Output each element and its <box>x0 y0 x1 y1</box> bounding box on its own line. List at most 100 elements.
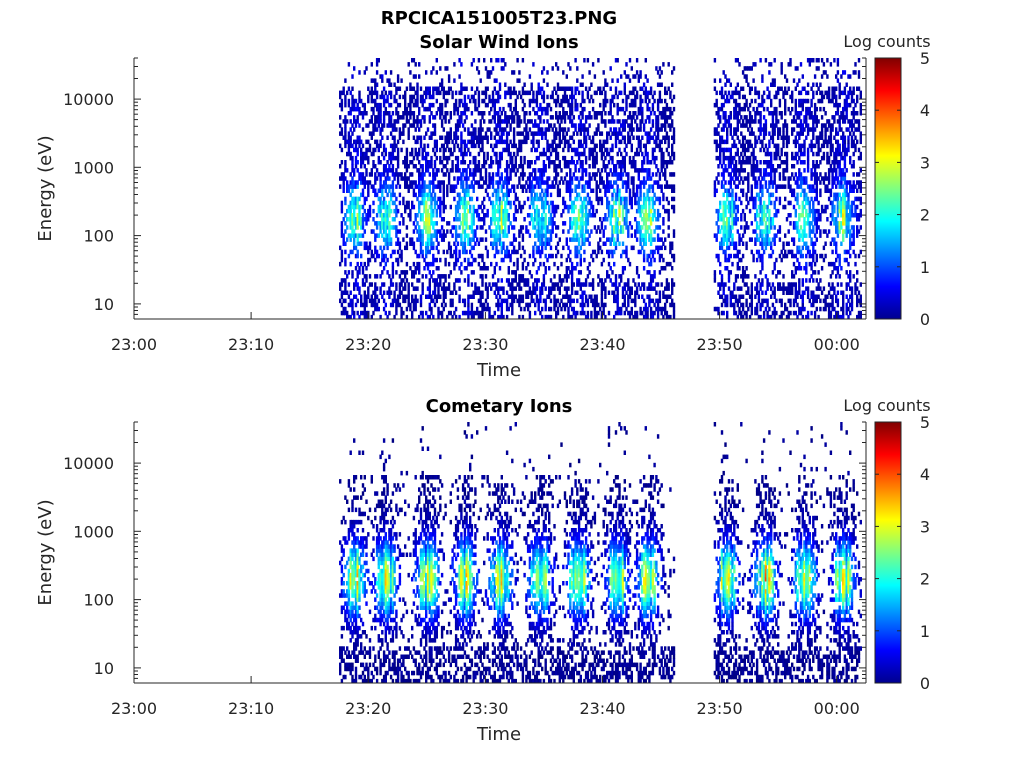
sw-heatmap-cell <box>539 229 542 234</box>
sw-heatmap-cell <box>664 208 667 214</box>
sw-heatmap-cell <box>477 180 481 185</box>
sw-heatmap-cell <box>600 302 604 308</box>
sw-heatmap-cell <box>379 225 382 230</box>
sw-heatmap-cell <box>476 196 479 202</box>
sw-heatmap-cell <box>386 98 389 104</box>
sw-heatmap-cell <box>451 298 454 304</box>
sw-heatmap-cell <box>463 188 467 193</box>
sw-heatmap-cell <box>412 302 416 308</box>
sw-heatmap-cell <box>493 188 496 193</box>
sw-heatmap-cell <box>512 135 516 140</box>
sw-heatmap-cell <box>620 74 623 79</box>
sw-heatmap-cell <box>505 217 509 222</box>
sw-heatmap-cell <box>404 286 407 291</box>
sw-heatmap-cell <box>426 217 430 222</box>
sw-heatmap-cell <box>532 249 535 255</box>
sw-heatmap-cell <box>388 294 391 299</box>
sw-heatmap-cell <box>637 172 640 177</box>
sw-heatmap-cell <box>717 172 720 177</box>
sw-heatmap-cell <box>539 310 542 316</box>
sw-heatmap-cell <box>479 290 482 295</box>
sw-heatmap-cell <box>528 253 532 259</box>
sw-heatmap-cell <box>479 139 482 145</box>
sw-heatmap-cell <box>470 221 474 226</box>
sw-heatmap-cell <box>419 135 423 140</box>
sw-heatmap-cell <box>356 200 359 206</box>
sw-heatmap-cell <box>395 204 398 210</box>
sw-heatmap-cell <box>421 94 424 100</box>
sw-heatmap-cell <box>405 119 409 124</box>
sw-heatmap-cell <box>346 274 349 279</box>
sw-heatmap-cell <box>671 286 674 291</box>
sw-heatmap-cell <box>454 233 458 238</box>
sw-heatmap-cell <box>667 314 670 320</box>
sw-heatmap-cell <box>628 123 632 128</box>
sw-heatmap-cell <box>613 290 616 295</box>
sw-heatmap-cell <box>646 176 649 181</box>
sw-heatmap-cell <box>715 127 718 132</box>
sw-heatmap-cell <box>586 94 590 100</box>
sw-heatmap-cell <box>367 123 370 128</box>
sw-heatmap-cell <box>579 119 582 124</box>
sw-heatmap-cell <box>623 298 626 304</box>
sw-heatmap-cell <box>495 123 498 128</box>
sw-heatmap-cell <box>405 233 409 238</box>
sw-heatmap-cell <box>627 139 630 145</box>
sw-heatmap-cell <box>584 225 588 230</box>
sw-heatmap-cell <box>419 139 423 145</box>
sw-heatmap-cell <box>435 233 438 238</box>
sw-heatmap-cell <box>621 164 625 169</box>
sw-heatmap-cell <box>548 143 551 149</box>
sw-heatmap-cell <box>484 188 488 193</box>
sw-heatmap-cell <box>588 282 591 287</box>
sw-heatmap-cell <box>509 90 512 96</box>
sw-heatmap-cell <box>511 302 514 308</box>
sw-heatmap-cell <box>641 208 644 214</box>
sw-heatmap-cell <box>597 86 600 91</box>
sw-heatmap-cell <box>724 294 727 299</box>
sw-heatmap-cell <box>639 241 642 246</box>
sw-heatmap-cell <box>611 229 614 234</box>
sw-heatmap-cell <box>719 151 722 157</box>
sw-heatmap-cell <box>600 278 604 283</box>
sw-heatmap-cell <box>463 213 467 218</box>
sw-heatmap-cell <box>463 127 467 132</box>
sw-heatmap-cell <box>454 123 458 128</box>
sw-heatmap-cell <box>396 160 400 165</box>
sw-heatmap-cell <box>558 135 561 140</box>
sw-heatmap-cell <box>435 213 438 218</box>
sw-heatmap-cell <box>620 310 623 316</box>
sw-heatmap-cell <box>646 172 649 177</box>
sw-heatmap-cell <box>421 184 424 189</box>
sw-heatmap-cell <box>444 233 447 238</box>
sw-heatmap-cell <box>444 98 447 104</box>
sw-heatmap-cell <box>386 204 389 210</box>
sw-heatmap-cell <box>642 241 646 246</box>
sw-heatmap-cell <box>613 172 616 177</box>
sw-heatmap-cell <box>495 245 498 251</box>
sw-heatmap-cell <box>555 176 558 181</box>
sw-heatmap-cell <box>530 82 533 87</box>
sw-heatmap-cell <box>599 237 602 242</box>
sw-heatmap-cell <box>574 151 577 157</box>
sw-heatmap-cell <box>367 208 370 214</box>
sw-heatmap-cell <box>618 192 621 198</box>
sw-heatmap-cell <box>553 286 556 291</box>
sw-heatmap-cell <box>532 204 535 210</box>
sw-heatmap-cell <box>548 266 551 271</box>
sw-heatmap-cell <box>384 261 387 267</box>
sw-heatmap-cell <box>593 314 597 320</box>
sw-heatmap-cell <box>481 302 484 308</box>
sw-heatmap-cell <box>479 119 482 124</box>
sw-heatmap-cell <box>621 155 625 161</box>
sw-heatmap-cell <box>504 217 507 222</box>
sw-heatmap-cell <box>344 143 347 149</box>
sw-heatmap-cell <box>398 86 402 91</box>
sw-heatmap-cell <box>507 278 510 283</box>
sw-heatmap-cell <box>426 151 430 157</box>
sw-heatmap-cell <box>717 123 720 128</box>
sw-heatmap-cell <box>370 135 373 140</box>
sw-heatmap-cell <box>565 241 568 246</box>
sw-heatmap-cell <box>404 274 407 279</box>
sw-heatmap-cell <box>586 229 590 234</box>
